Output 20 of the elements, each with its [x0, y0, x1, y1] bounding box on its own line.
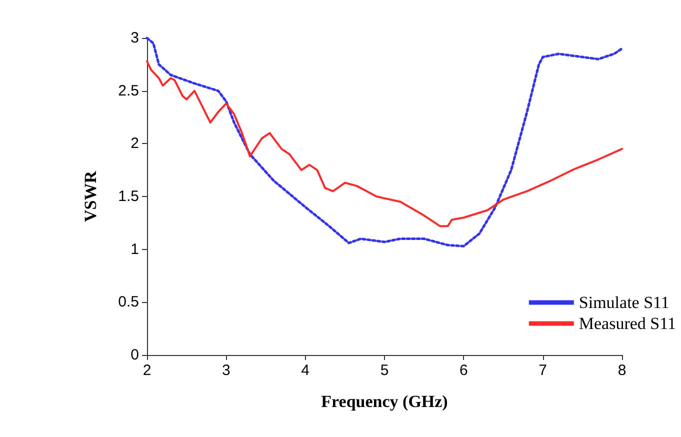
x-tick-label: 8	[618, 362, 626, 379]
x-tick-label: 5	[380, 362, 389, 379]
y-tick-label: 0.5	[118, 294, 139, 311]
x-tick-label: 3	[222, 362, 230, 379]
y-tick-label: 1.5	[118, 188, 139, 205]
line-series	[146, 36, 624, 248]
y-axis-title: VSWR	[81, 170, 100, 222]
y-tick-label: 2.5	[118, 82, 139, 100]
legend-label: Measured S11	[578, 314, 676, 333]
x-tick-label: 2	[142, 362, 152, 379]
y-tick-label: 3	[130, 30, 139, 46]
x-axis-title: Frequency (GHz)	[321, 392, 448, 411]
y-tick-label: 1	[130, 240, 139, 258]
x-tick-label: 4	[301, 362, 310, 379]
x-tick-label: 6	[459, 362, 468, 379]
x-tick-label: 7	[538, 362, 548, 379]
line-series	[146, 60, 623, 228]
y-tick-label: 0	[130, 346, 139, 364]
y-tick-label: 2	[130, 135, 139, 152]
legend-label: Simulate S11	[578, 293, 670, 312]
